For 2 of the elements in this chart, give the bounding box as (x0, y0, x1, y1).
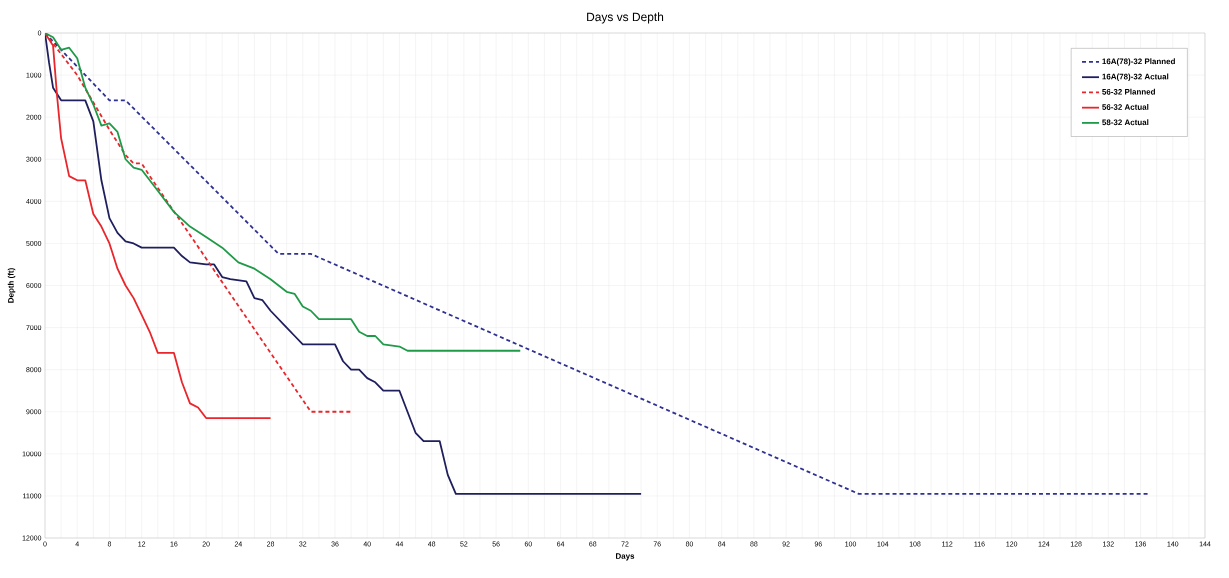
chart-title: Days vs Depth (587, 12, 664, 24)
line-series (45, 33, 522, 352)
